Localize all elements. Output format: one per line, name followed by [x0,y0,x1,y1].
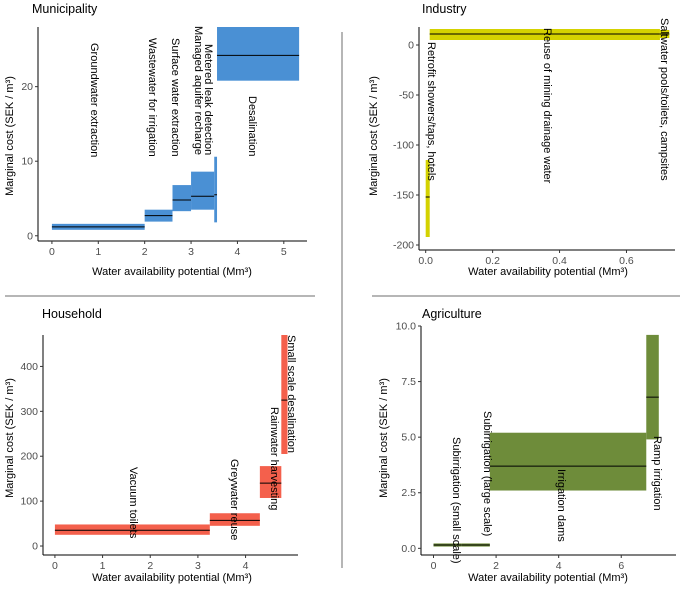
municipality-y-tick-label: 20 [21,81,33,93]
municipality-y-tick-label: 0 [27,230,33,242]
industry-block-label-1: Retrofit showers/taps, hotels [425,42,437,181]
y-axis-label-agriculture: Marginal cost (SEK / m³) [378,378,390,498]
municipality-block-label-6: Desalination [246,96,258,157]
municipality-block-5 [214,156,218,223]
x-axis-label-municipality: Water availability potential (Mm³) [92,266,252,278]
household-block-1 [54,524,210,535]
agriculture-block-4 [646,334,659,440]
industry-block-label-2: Reuse of mining drainage water [541,28,553,184]
municipality-block-6 [217,27,300,81]
panel-title-household: Household [42,307,102,321]
household-y-tick-label: 200 [20,451,38,463]
agriculture-x-tick-label: 4 [556,560,562,572]
plot-area-agriculture: Subirrigation (small scale) Subirrigation… [396,321,676,572]
agriculture-y-tick-label: 5.0 [401,432,416,444]
industry-x-tick-label: 0.2 [485,255,500,267]
municipality-block-label-4: Managed aquifer recharge [192,26,204,155]
x-axis-label-household: Water availability potential (Mm³) [92,572,252,584]
household-block-3 [259,466,282,498]
household-y-tick-label: 400 [20,361,38,373]
household-y-tick-label: 0 [32,541,38,553]
panel-household: Household Vacuum toilets Greywater reuse R… [4,307,298,584]
panel-title-agriculture: Agriculture [422,307,482,321]
municipality-block-4 [191,171,215,210]
x-axis-label-industry: Water availability potential (Mm³) [468,266,628,278]
panel-agriculture: Agriculture Subirrigation (small scale) S… [378,307,676,584]
agriculture-block-label-1: Subirrigation (small scale) [450,437,462,564]
household-x-tick-label: 3 [195,560,201,572]
municipality-block-label-2: Wastewater for irrigation [146,38,158,157]
agriculture-block-label-4: Ramp irrigation [651,436,663,511]
municipality-x-tick-label: 5 [281,246,287,258]
agriculture-y-tick-label: 7.5 [401,376,416,388]
agriculture-block-3 [489,432,647,491]
household-block-label-1: Vacuum toilets [127,467,139,539]
municipality-x-tick-label: 2 [142,246,148,258]
agriculture-block-label-3: Irrigation dams [555,469,567,542]
industry-y-tick-label: -200 [393,240,414,252]
industry-block-label-3: Saltwater pools/toilets, campsites [658,18,670,181]
household-block-label-3: Rainwater harvesting [268,407,280,510]
municipality-x-tick-label: 0 [49,246,55,258]
municipality-block-3 [172,185,192,212]
municipality-block-label-1: Groundwater extraction [88,43,100,157]
household-x-tick-label: 2 [147,560,153,572]
agriculture-x-tick-label: 2 [493,560,499,572]
municipality-x-tick-label: 3 [188,246,194,258]
household-x-tick-label: 0 [52,560,58,572]
household-block-2 [209,513,260,526]
household-y-tick-label: 300 [20,406,38,418]
municipality-y-tick-label: 10 [21,156,33,168]
y-axis-label-household: Marginal cost (SEK / m³) [4,378,16,498]
industry-x-tick-label: 0.0 [418,255,433,267]
panel-industry: Industry Retrofit showers/taps, hotels Re… [368,2,675,278]
household-block-4 [281,335,288,454]
x-axis-label-agriculture: Water availability potential (Mm³) [468,572,628,584]
industry-y-tick-label: -100 [393,140,414,152]
household-block-label-4: Small scale desalination [285,335,297,453]
industry-y-tick-label: -150 [393,190,414,202]
agriculture-x-tick-label: 0 [431,560,437,572]
agriculture-x-tick-label: 6 [618,560,624,572]
household-x-tick-label: 1 [100,560,106,572]
household-x-tick-label: 4 [243,560,249,572]
agriculture-block-label-2: Subirrigation (large scale) [481,411,493,536]
agriculture-y-tick-label: 2.5 [401,487,416,499]
industry-x-tick-label: 0.4 [552,255,567,267]
municipality-block-label-5: Metered leak detection [202,44,214,155]
municipality-block-label-3: Surface water extraction [169,38,181,157]
panel-municipality: Municipality Groundwater extraction Waste… [4,2,307,278]
industry-y-tick-label: -50 [399,90,414,102]
plot-area-industry: Retrofit showers/taps, hotels Reuse of mi… [393,18,675,267]
y-axis-label-industry: Marginal cost (SEK / m³) [368,76,380,196]
plot-area-household: Vacuum toilets Greywater reuse Rainwater h… [20,335,298,572]
municipality-x-tick-label: 4 [235,246,241,258]
y-axis-label-municipality: Marginal cost (SEK / m³) [4,76,16,196]
household-block-label-2: Greywater reuse [228,459,240,540]
household-y-tick-label: 100 [20,496,38,508]
municipality-x-tick-label: 1 [95,246,101,258]
industry-y-tick-label: 0 [408,40,414,52]
plot-area-municipality: Groundwater extraction Wastewater for irr… [21,26,307,258]
panel-title-industry: Industry [422,2,467,16]
panel-title-municipality: Municipality [32,2,98,16]
agriculture-y-tick-label: 10.0 [396,321,417,333]
industry-block-1 [425,160,430,237]
industry-x-tick-label: 0.6 [619,255,634,267]
agriculture-y-tick-label: 0.0 [401,543,416,555]
